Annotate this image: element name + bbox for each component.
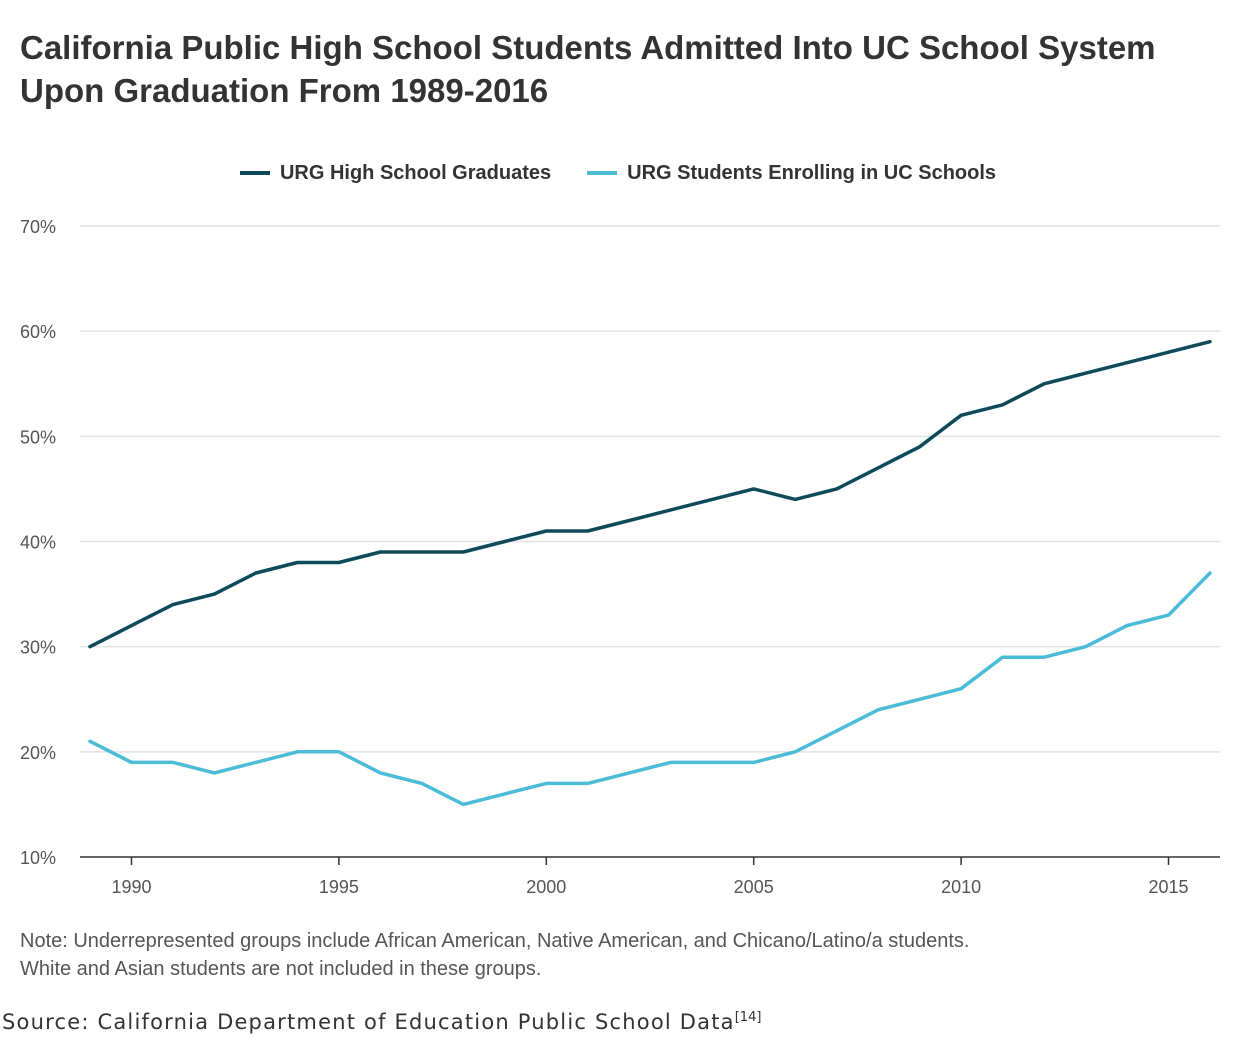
x-tick-label: 2010 [941, 877, 981, 897]
source-citation: Source: California Department of Educati… [2, 1010, 761, 1034]
note-line-2: White and Asian students are not include… [20, 958, 542, 980]
chart-note: Note: Underrepresented groups include Af… [20, 927, 1200, 983]
x-tick-label: 2000 [526, 877, 566, 897]
source-text: Source: California Department of Educati… [2, 1010, 735, 1034]
series-line-enrolling [88, 571, 1212, 807]
x-tick-label: 1990 [111, 877, 151, 897]
legend: URG High School Graduates URG Students E… [0, 158, 1236, 188]
x-tick-label: 2005 [734, 877, 774, 897]
y-tick-label: 20% [20, 743, 56, 763]
legend-label-enrolling: URG Students Enrolling in UC Schools [627, 161, 997, 184]
x-tick-label: 1995 [319, 877, 359, 897]
legend-item-graduates: URG High School Graduates [239, 158, 552, 188]
y-tick-label: 30% [20, 638, 56, 658]
y-tick-label: 60% [20, 322, 56, 342]
chart-title: California Public High School Students A… [20, 29, 1156, 109]
legend-label-graduates: URG High School Graduates [279, 161, 552, 184]
source-reference: [14] [734, 1010, 762, 1025]
note-line-1: Note: Underrepresented groups include Af… [20, 930, 970, 952]
y-tick-label: 10% [20, 848, 56, 868]
y-tick-label: 70% [20, 217, 56, 237]
x-tick-label: 2015 [1148, 877, 1188, 897]
legend-item-enrolling: URG Students Enrolling in UC Schools [587, 158, 996, 188]
legend-swatch-graduates [239, 171, 270, 175]
legend-swatch-enrolling [587, 171, 618, 175]
y-tick-label: 40% [20, 533, 56, 553]
series-line-graduates [88, 339, 1212, 649]
y-tick-label: 50% [20, 427, 56, 447]
